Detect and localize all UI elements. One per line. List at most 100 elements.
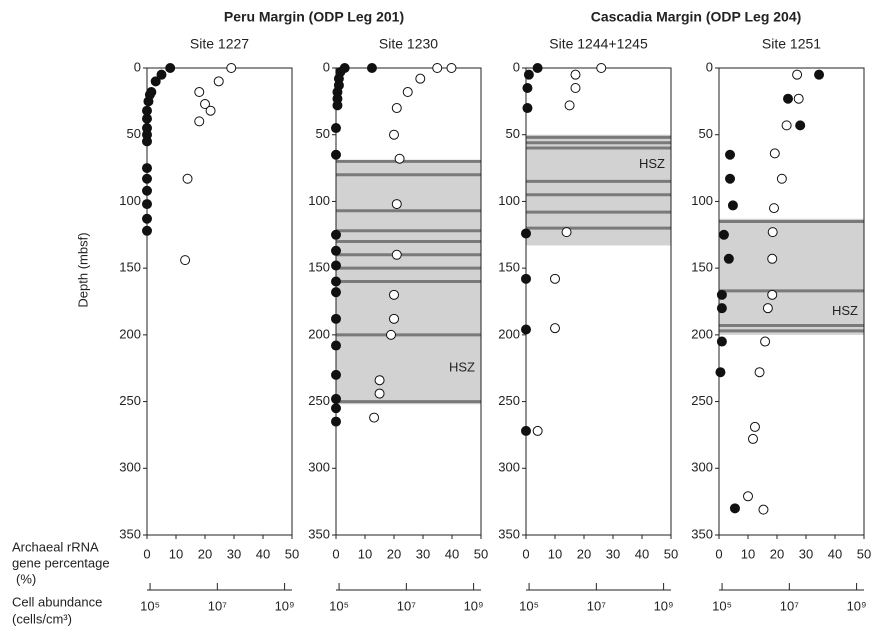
data-point xyxy=(142,163,152,174)
x2-tick-label: 10⁷ xyxy=(208,598,227,613)
data-point xyxy=(723,253,734,264)
y-tick-label: 100 xyxy=(308,193,330,208)
plot-frame xyxy=(146,67,293,536)
x-tick-label: 10 xyxy=(358,546,372,561)
y-tick-label: 350 xyxy=(119,526,141,541)
data-point xyxy=(716,289,727,300)
data-point xyxy=(182,173,193,184)
x2-tick-label: 10⁹ xyxy=(847,598,867,613)
data-point xyxy=(369,412,380,423)
panel-title: Site 1227 xyxy=(190,36,249,52)
hsz-label: HSZ xyxy=(832,303,858,318)
data-point xyxy=(331,149,341,160)
data-point xyxy=(758,504,769,515)
y-tick-label: 200 xyxy=(308,326,330,341)
y-tick-label: 150 xyxy=(691,260,713,275)
y-tick-label: 150 xyxy=(119,260,141,275)
x-tick-label: 30 xyxy=(416,546,430,561)
data-point xyxy=(727,200,738,211)
hsz-label: HSZ xyxy=(449,359,475,374)
y-tick-label: 250 xyxy=(308,393,330,408)
y-tick-label: 50 xyxy=(127,126,141,141)
y-tick-label: 100 xyxy=(691,193,713,208)
data-point xyxy=(760,336,771,347)
data-point xyxy=(331,340,341,351)
data-point xyxy=(783,93,794,104)
plot-frame xyxy=(335,67,482,536)
x2-tick-label: 10⁵ xyxy=(140,598,160,613)
x-tick-label: 50 xyxy=(664,546,678,561)
data-point xyxy=(729,503,740,514)
x-tick-label: 0 xyxy=(143,546,150,561)
x-tick-label: 30 xyxy=(799,546,813,561)
data-point xyxy=(402,87,413,98)
y-tick-label: 350 xyxy=(308,526,330,541)
x2-tick-label: 10⁹ xyxy=(464,598,484,613)
data-point xyxy=(776,173,787,184)
data-point xyxy=(142,213,152,224)
data-point xyxy=(142,199,152,210)
y-tick-label: 350 xyxy=(498,526,520,541)
x-tick-label: 20 xyxy=(387,546,401,561)
x2-tick-label: 10⁹ xyxy=(654,598,674,613)
data-point xyxy=(522,83,533,94)
y-tick-label: 50 xyxy=(316,126,330,141)
x-tick-label: 10 xyxy=(169,546,183,561)
data-point xyxy=(781,120,792,131)
data-point xyxy=(769,148,780,159)
data-point xyxy=(331,313,341,324)
x2-tick-label: 10⁵ xyxy=(329,598,349,613)
data-point xyxy=(331,245,341,256)
data-point xyxy=(374,388,385,399)
data-point xyxy=(386,329,397,340)
data-point xyxy=(200,99,211,110)
x-tick-label: 50 xyxy=(857,546,871,561)
data-point xyxy=(596,63,607,73)
data-point xyxy=(715,367,726,378)
data-point xyxy=(814,69,825,80)
data-point xyxy=(389,313,400,324)
data-point xyxy=(767,253,778,264)
x-axis-label: gene percentage xyxy=(12,555,110,570)
y-tick-label: 150 xyxy=(308,260,330,275)
data-point xyxy=(142,185,152,196)
data-point xyxy=(754,367,765,378)
data-point xyxy=(521,324,531,335)
data-point xyxy=(550,323,561,334)
data-point xyxy=(331,369,341,380)
data-point xyxy=(521,273,531,284)
data-point xyxy=(391,103,402,114)
data-point xyxy=(564,100,575,111)
y-tick-label: 150 xyxy=(498,260,520,275)
data-point xyxy=(521,425,531,436)
y-tick-label: 0 xyxy=(706,59,713,74)
panel-title: Site 1230 xyxy=(379,36,438,52)
x-tick-label: 20 xyxy=(577,546,591,561)
data-point xyxy=(550,273,561,284)
data-point xyxy=(570,83,581,94)
x-tick-label: 40 xyxy=(256,546,270,561)
x-tick-label: 10 xyxy=(548,546,562,561)
y-tick-label: 0 xyxy=(513,59,520,74)
data-point xyxy=(366,63,377,73)
y-tick-label: 0 xyxy=(323,59,330,74)
x2-tick-label: 10⁵ xyxy=(519,598,539,613)
data-point xyxy=(226,63,237,73)
y-tick-label: 250 xyxy=(498,393,520,408)
x-tick-label: 30 xyxy=(606,546,620,561)
data-point xyxy=(165,63,176,73)
data-point xyxy=(142,136,152,147)
y-tick-label: 300 xyxy=(119,460,141,475)
data-point xyxy=(389,289,400,300)
y-tick-label: 250 xyxy=(691,393,713,408)
data-point xyxy=(389,129,400,140)
x-tick-label: 40 xyxy=(828,546,842,561)
x-tick-label: 20 xyxy=(198,546,212,561)
data-point xyxy=(716,303,727,314)
data-point xyxy=(523,69,534,80)
hsz-band xyxy=(719,218,864,335)
data-point xyxy=(792,69,803,80)
data-point xyxy=(532,63,543,73)
x-tick-label: 40 xyxy=(635,546,649,561)
data-point xyxy=(150,76,161,87)
